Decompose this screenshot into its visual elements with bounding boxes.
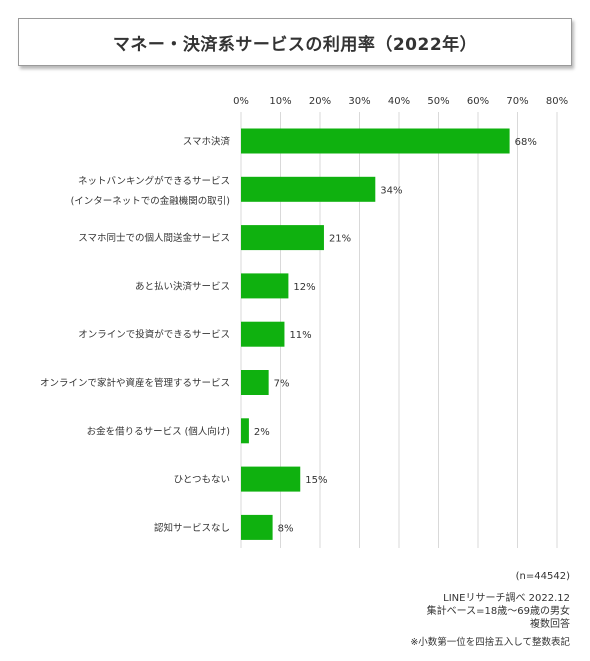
tick-label: 20% <box>309 96 331 107</box>
multiple-answer-note: 複数回答 <box>530 619 570 630</box>
sample-size: (n=44542) <box>515 571 570 582</box>
category-label: ネットバンキングができるサービス <box>78 175 230 187</box>
tick-label: 10% <box>269 96 291 107</box>
bar <box>241 466 301 492</box>
bar <box>241 225 324 251</box>
value-labels: 68% 34% 21% 12% 11% 7% 2% 15% 8% <box>254 137 537 534</box>
value-label: 8% <box>278 523 294 534</box>
value-label: 34% <box>380 185 402 196</box>
gridlines <box>240 112 558 548</box>
base-note: 集計ベース=18歳～69歳の男女 <box>426 606 570 617</box>
bar <box>241 128 510 154</box>
tick-label: 40% <box>388 96 410 107</box>
value-label: 21% <box>329 234 351 245</box>
value-label: 11% <box>289 330 311 341</box>
category-label: スマホ決済 <box>183 136 231 148</box>
tick-label: 70% <box>506 96 528 107</box>
bars <box>241 128 510 540</box>
rounding-note: ※小数第一位を四捨五入して整数表記 <box>410 637 570 648</box>
value-label: 7% <box>274 379 290 390</box>
value-label: 68% <box>515 137 537 148</box>
tick-label: 60% <box>467 96 489 107</box>
category-label: あと払い決済サービス <box>135 280 230 292</box>
bar <box>241 370 269 395</box>
tick-labels: 0% 10% 20% 30% 40% 50% 60% 70% 80% <box>233 96 568 107</box>
bar <box>241 273 289 299</box>
title-box: マネー・決済系サービスの利用率（2022年） <box>18 18 572 66</box>
chart-title: マネー・決済系サービスの利用率（2022年） <box>112 34 478 55</box>
value-label: 12% <box>293 282 315 293</box>
category-label: ひとつもない <box>174 475 230 486</box>
source-note: LINEリサーチ調べ 2022.12 <box>443 593 570 604</box>
tick-label: 30% <box>348 96 370 107</box>
category-label: オンラインで家計や資産を管理するサービス <box>40 377 230 389</box>
value-label: 15% <box>305 475 327 486</box>
category-label: 認知サービスなし <box>154 522 230 534</box>
category-label: スマホ同士での個人間送金サービス <box>78 232 230 244</box>
value-label: 2% <box>254 427 270 438</box>
tick-label: 0% <box>233 96 249 107</box>
tick-label: 50% <box>427 96 449 107</box>
category-label: お金を借りるサービス (個人向け) <box>87 425 230 437</box>
category-label: オンラインで投資ができるサービス <box>78 329 230 341</box>
bar <box>241 418 249 444</box>
tick-label: 80% <box>546 96 568 107</box>
bar <box>241 514 273 540</box>
bar <box>241 321 285 347</box>
bar <box>241 176 376 202</box>
category-label: (インターネットでの金融機関の取引) <box>71 195 230 207</box>
